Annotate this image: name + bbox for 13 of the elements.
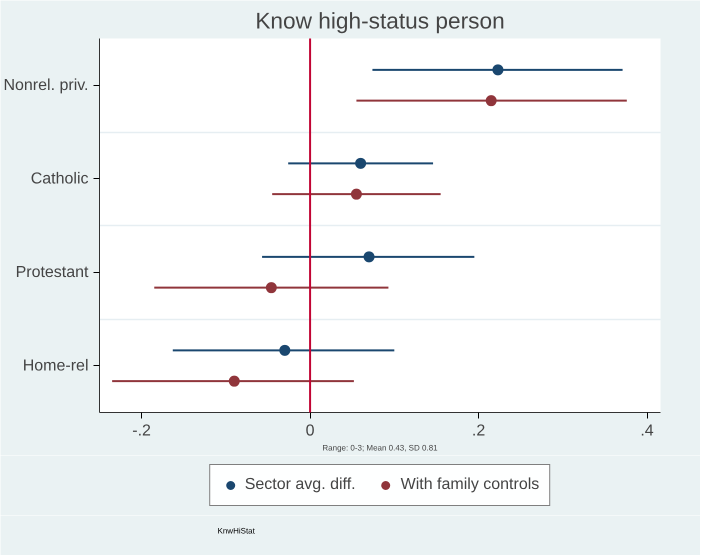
x-tick-label: 0 <box>306 422 315 440</box>
legend-label: Sector avg. diff. <box>244 476 356 494</box>
legend-label: With family controls <box>400 476 540 494</box>
y-tick-label: Home-rel <box>22 357 89 374</box>
y-tick-label: Nonrel. priv. <box>3 76 88 94</box>
y-tick-label: Protestant <box>16 264 90 281</box>
text: KnwHiStat <box>218 526 256 536</box>
chart-title: Know high-status person <box>255 8 505 34</box>
x-tick-label: .2 <box>472 422 486 440</box>
x-tick-label: .4 <box>640 422 654 440</box>
y-tick-label: Catholic <box>30 170 89 188</box>
x-tick-label: -.2 <box>132 422 152 440</box>
x-axis-title: Range: 0-3; Mean 0.43, SD 0.81 <box>322 444 438 452</box>
